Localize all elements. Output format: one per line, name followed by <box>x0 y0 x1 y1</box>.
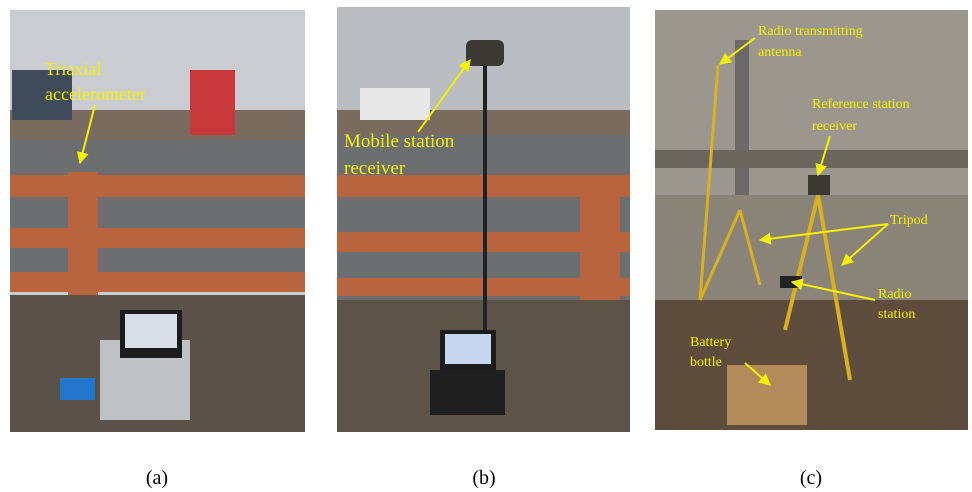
annotation-label: Radio transmitting <box>758 24 863 39</box>
annotation-label: accelerometer <box>45 84 146 104</box>
photo-b <box>337 7 630 432</box>
annotation-label: Tripod <box>890 213 928 228</box>
annotation-label: Reference station <box>812 97 910 112</box>
annotation-label: bottle <box>690 355 722 370</box>
figure: (a) Triaxial accelerometer (b) Mobile statio… <box>0 0 972 492</box>
annotation-label: Radio <box>878 287 911 302</box>
panel-caption: (b) <box>472 467 495 489</box>
panel-caption: (a) <box>146 467 168 489</box>
annotation-label: station <box>878 307 915 322</box>
annotation-label: receiver <box>812 119 857 134</box>
panel-caption: (c) <box>800 467 822 489</box>
annotation-label: Mobile station <box>344 131 455 152</box>
annotation-label: antenna <box>758 45 802 60</box>
annotation-label: Battery <box>690 335 731 350</box>
annotation-label: Triaxial <box>45 59 101 79</box>
annotation-label: receiver <box>344 158 406 179</box>
